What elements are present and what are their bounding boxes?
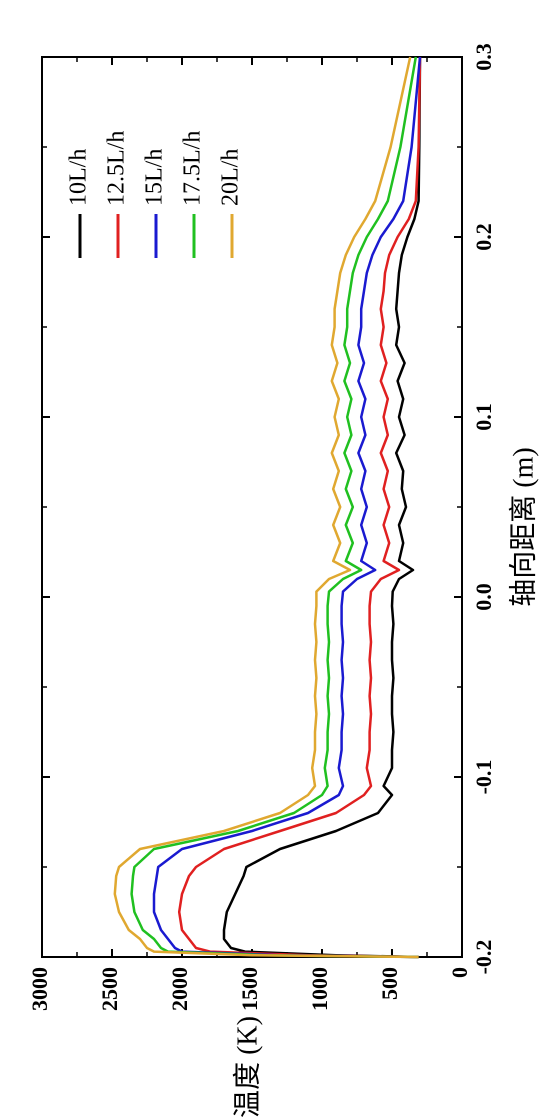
x-tick-label: 0.1 [471, 403, 496, 431]
y-axis: 0 500 1000 1500 2000 2500 3000 [27, 57, 472, 1011]
x-tick-label: 0.3 [471, 43, 496, 71]
series-line-2 [177, 56, 422, 959]
x-tick-label: -0.2 [471, 940, 496, 975]
series-line-5 [113, 56, 419, 959]
x-axis: -0.2 -0.1 0.0 0.1 0.2 0.3 [42, 43, 496, 974]
legend-label: 15L/h [142, 149, 168, 206]
legend: 10L/h 12.5L/h 15L/h 17.5L/h 20L/h [66, 131, 244, 258]
legend-label: 17.5L/h [180, 131, 206, 206]
y-tick-label: 3000 [27, 967, 52, 1011]
y-axis-title: 温度 (K) [231, 1016, 263, 1118]
x-axis-title: 轴向距离 (m) [507, 447, 539, 606]
y-tick-label: 2500 [97, 967, 122, 1011]
legend-label: 20L/h [218, 149, 244, 206]
y-tick-label: 1500 [237, 967, 262, 1011]
legend-label: 12.5L/h [104, 131, 130, 206]
x-tick-label: 0.2 [471, 223, 496, 251]
y-tick-label: 1000 [307, 967, 332, 1011]
series-line-3 [152, 56, 422, 959]
x-tick-label: -0.1 [471, 760, 496, 795]
y-tick-label: 0 [447, 967, 472, 978]
y-tick-label: 2000 [167, 967, 192, 1011]
series-group [113, 56, 422, 959]
series-line-1 [222, 56, 422, 959]
y-tick-label: 500 [377, 967, 402, 1000]
series-line-4 [130, 56, 419, 959]
legend-label: 10L/h [66, 149, 92, 206]
x-tick-label: 0.0 [471, 583, 496, 611]
